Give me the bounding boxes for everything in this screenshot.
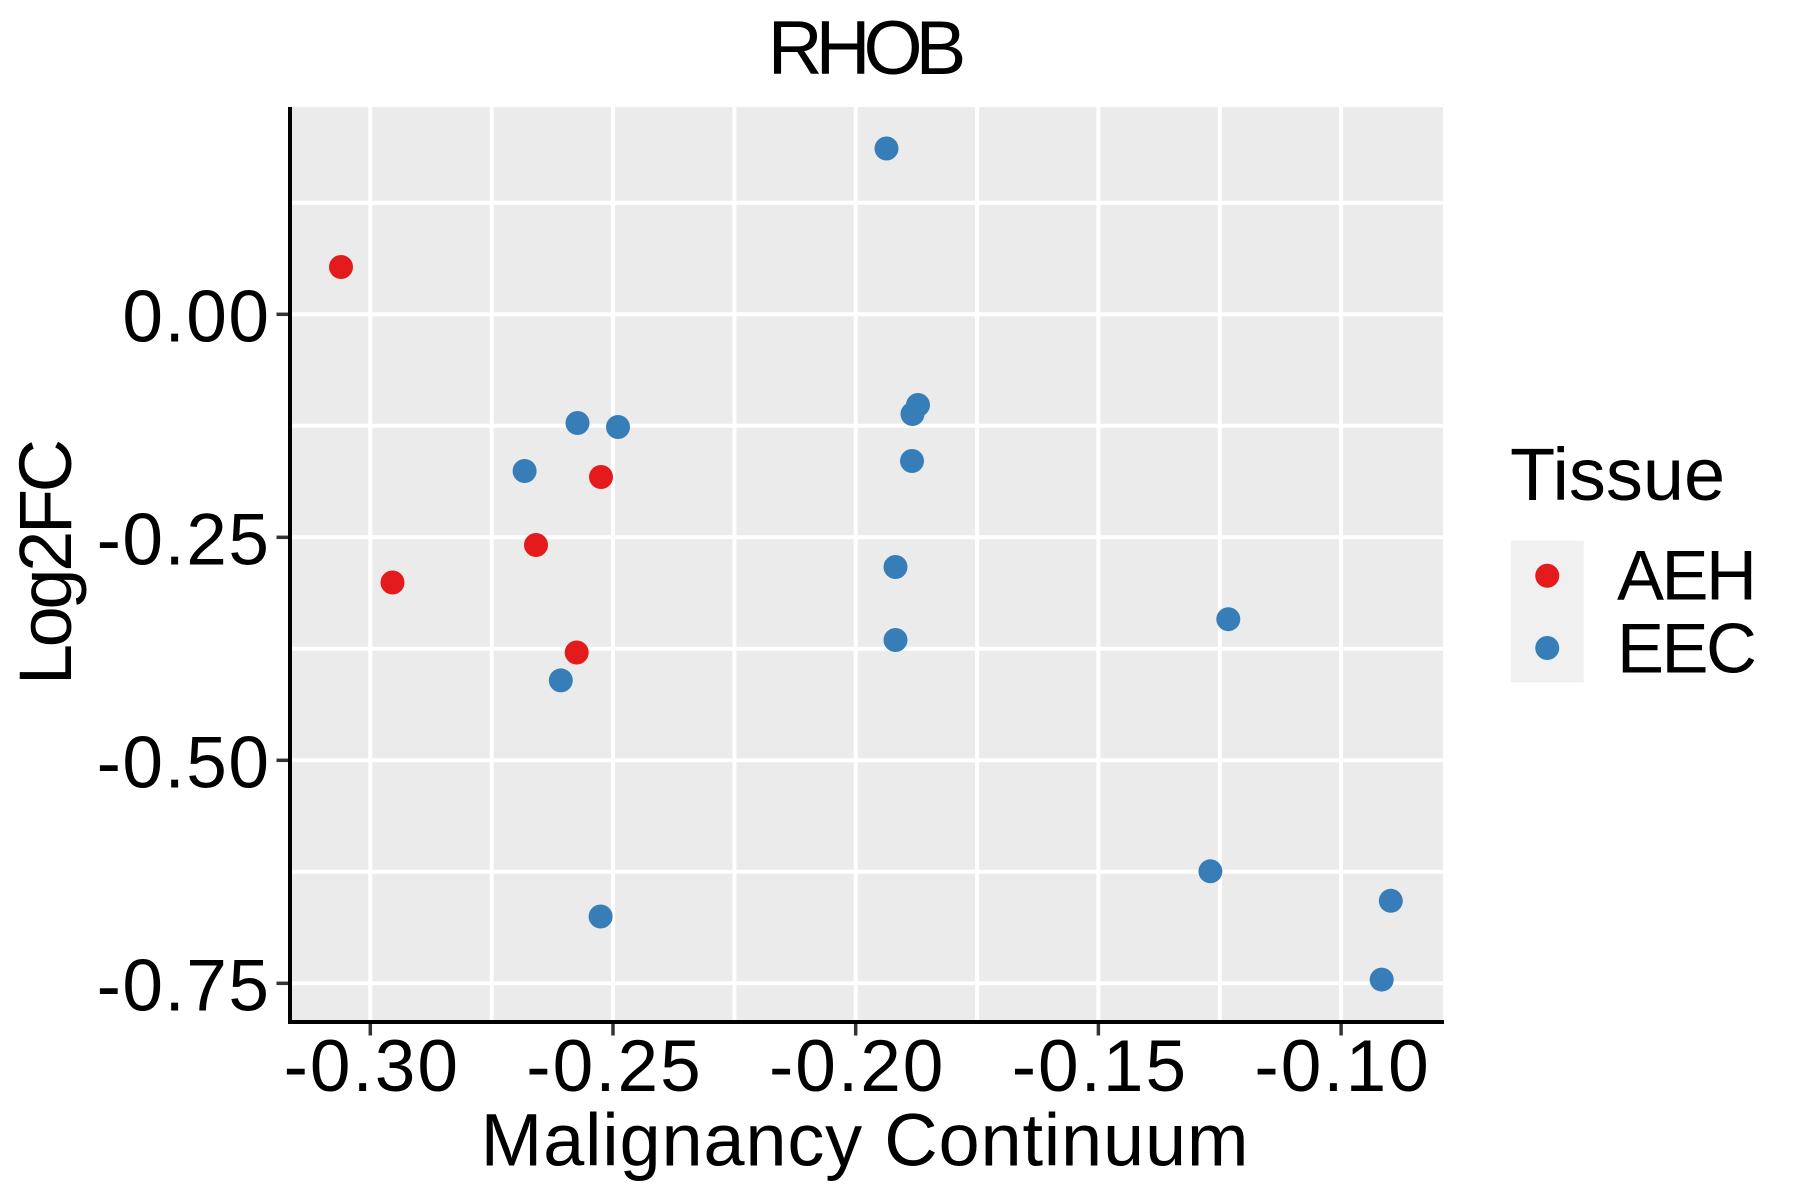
svg-text:0.00: 0.00 [122, 276, 270, 357]
svg-text:EEC: EEC [1617, 609, 1755, 688]
svg-text:AEH: AEH [1617, 535, 1754, 614]
svg-text:Malignancy Continuum: Malignancy Continuum [481, 1099, 1250, 1182]
svg-text:Log2FC: Log2FC [4, 441, 87, 685]
svg-text:-0.20: -0.20 [769, 1026, 945, 1107]
svg-text:-0.30: -0.30 [284, 1026, 460, 1107]
svg-text:-0.10: -0.10 [1254, 1026, 1430, 1107]
svg-text:-0.15: -0.15 [1012, 1026, 1188, 1107]
svg-text:Tissue: Tissue [1510, 433, 1725, 516]
svg-text:RHOB: RHOB [768, 6, 963, 91]
svg-text:-0.50: -0.50 [97, 722, 271, 803]
svg-text:-0.75: -0.75 [97, 945, 271, 1026]
svg-text:-0.25: -0.25 [526, 1026, 702, 1107]
svg-text:-0.25: -0.25 [97, 499, 271, 580]
